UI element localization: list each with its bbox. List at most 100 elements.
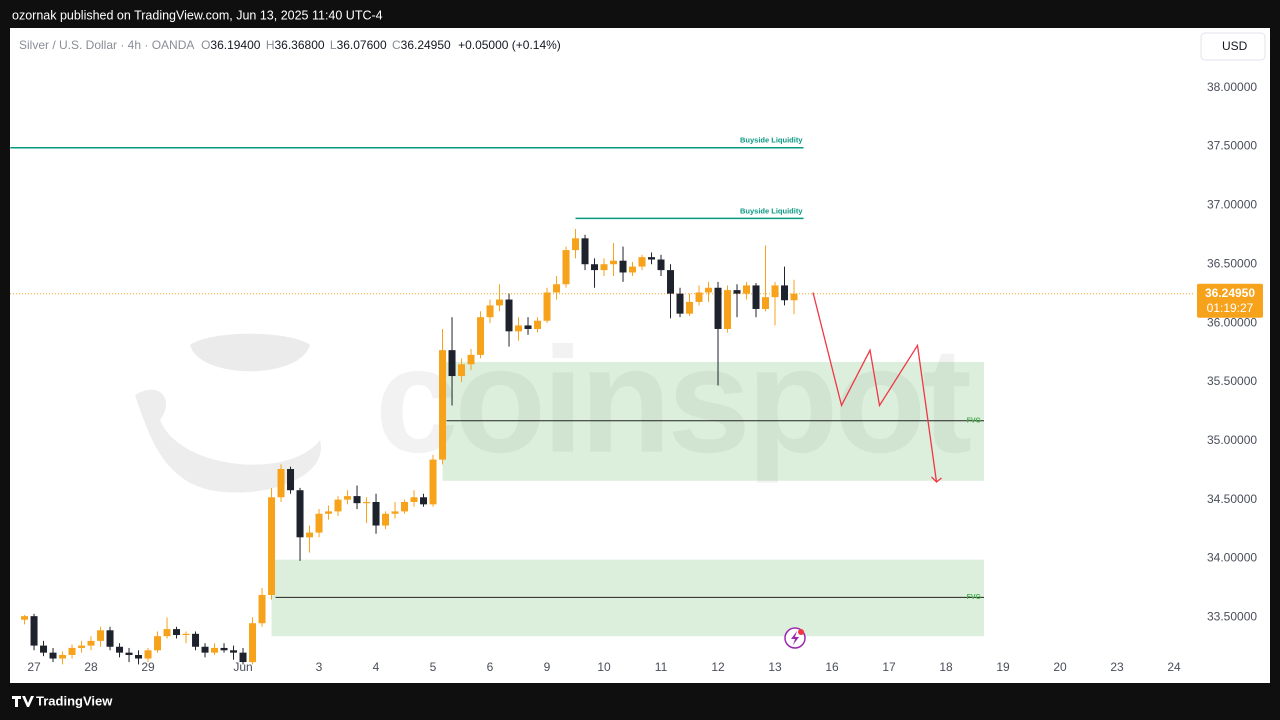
candle-body [287,469,295,491]
candle-body [695,292,703,302]
x-tick-label: 16 [825,660,839,674]
candle-body [277,469,285,498]
candle-body [97,630,105,641]
candle-body [182,633,190,635]
candle-body [591,264,599,271]
candle-body [353,496,361,504]
candle-body [543,292,551,321]
brand-logo [12,696,34,707]
candle-body [619,260,627,273]
candle-body [372,501,380,526]
candle-body [68,647,76,655]
candle-body [40,645,48,653]
candle-body [220,647,228,651]
candle-body [258,594,266,624]
x-tick-label: 10 [597,660,611,674]
candle-body [505,299,513,332]
candle-body [572,238,580,251]
candle-body [59,655,67,659]
candle-body [135,655,143,659]
candle-body [334,499,342,512]
fvg-zone [271,559,985,637]
candle-body [581,238,589,265]
liquidity-label: Buyside Liquidity [740,136,803,145]
candle-body [714,287,722,329]
close-value: 36.24950 [401,38,451,52]
footer: TradingView [12,693,113,708]
candle-body [553,284,561,293]
candle-body [363,501,371,504]
candle-body [439,350,447,460]
high-label: H [266,38,275,52]
y-tick-label: 35.00000 [1207,433,1257,447]
last-price-label: 36.24950 [1205,286,1255,300]
open-value: 36.19400 [210,38,260,52]
countdown-label: 01:19:27 [1207,301,1254,315]
candle-body [486,305,494,318]
projection-path [812,292,938,483]
candle-body [306,532,314,538]
candle-body [239,652,247,663]
candle-body [144,650,152,659]
candle-body [230,650,238,653]
x-tick-label: 17 [882,660,896,674]
candle-body [163,629,171,637]
candle-body [249,623,257,663]
x-tick-label: 3 [316,660,323,674]
x-tick-label: 9 [544,660,551,674]
x-tick-label: 5 [430,660,437,674]
candle-body [391,511,399,514]
publisher-line: ozornak published on TradingView.com, Ju… [12,8,383,22]
brand-name: TradingView [36,693,113,708]
y-tick-label: 33.50000 [1207,610,1257,624]
candle-body [477,317,485,355]
y-tick-label: 38.00000 [1207,80,1257,94]
x-tick-label: 6 [487,660,494,674]
currency-label: USD [1222,39,1248,53]
candle-body [667,270,675,294]
candle-body [154,636,162,651]
candle-body [173,629,181,635]
candle-body [268,497,276,595]
candle-body [657,259,665,271]
y-tick-label: 34.00000 [1207,551,1257,565]
candle-body [21,616,29,620]
projection-arrowhead [931,476,942,483]
candle-body [192,633,200,647]
candle-body [562,250,570,285]
candle-body [458,364,466,377]
alert-icon[interactable] [784,627,806,649]
candle-body [600,264,608,271]
currency-button[interactable] [1200,32,1266,61]
candle-body [752,285,760,309]
plot-area: FVG FVG Buyside Liquidity Buyside Liquidity [10,136,1195,665]
alert-icon-bolt [791,631,799,645]
candle-body [781,285,789,301]
candle-body [496,299,504,306]
candle-body [106,630,114,647]
close-label: C [392,38,401,52]
y-tick-label: 37.00000 [1207,198,1257,212]
x-tick-label: Jun [233,660,252,674]
fvg-zone [442,361,985,481]
x-tick-label: 11 [655,660,668,674]
fvg-label: FVG [967,594,982,601]
candle-body [771,285,779,298]
x-tick-label: 12 [711,660,725,674]
y-tick-label: 36.00000 [1207,315,1257,329]
candle-body [534,320,542,329]
candle-body [125,652,133,655]
x-tick-label: 29 [141,660,155,674]
y-tick-label: 36.50000 [1207,256,1257,270]
candle-body [629,266,637,273]
fvg-label: FVG [967,418,982,425]
liquidity-label: Buyside Liquidity [740,206,803,215]
candle-body [30,616,38,646]
candle-body [610,260,618,265]
candle-body [87,640,95,646]
watermark-logo-top [190,333,310,372]
candle-body [638,257,646,267]
symbol: Silver / U.S. Dollar · 4h · OANDA [19,38,194,52]
watermark-logo-body [135,389,321,493]
candle-body [467,354,475,365]
